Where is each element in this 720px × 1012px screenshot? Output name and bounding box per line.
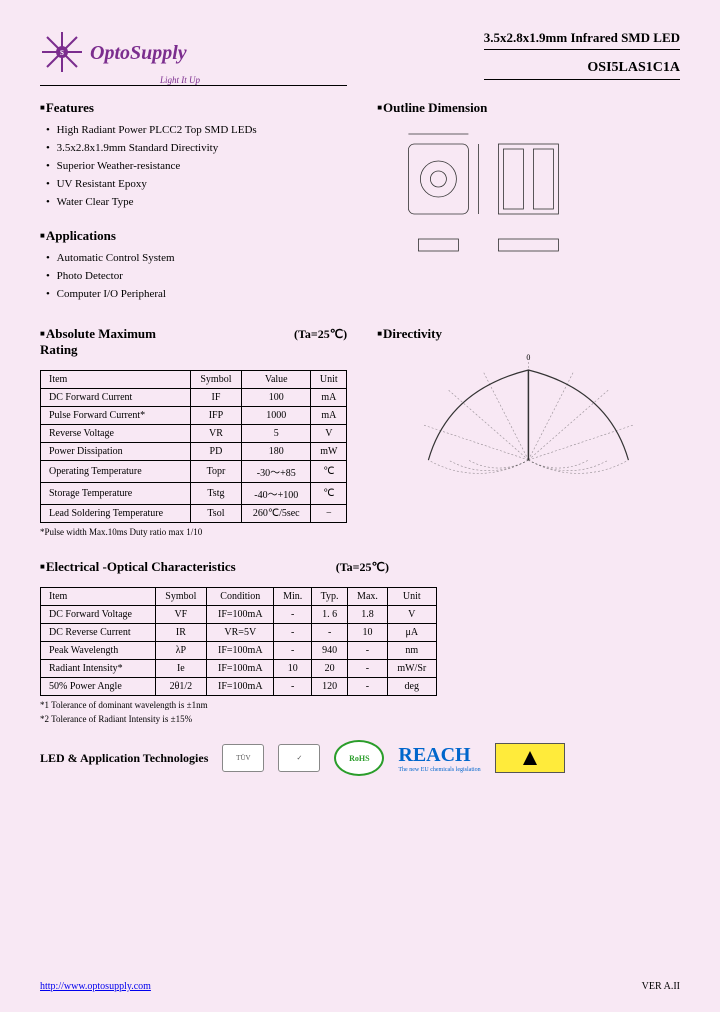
list-item: Automatic Control System (46, 252, 347, 264)
cert-label: LED & Application Technologies (40, 751, 208, 766)
footer-link[interactable]: http://www.optosupply.com (40, 981, 151, 992)
abs-max-footnote: *Pulse width Max.10ms Duty ratio max 1/1… (40, 527, 347, 537)
table-header: Symbol (155, 588, 207, 606)
list-item: Computer I/O Peripheral (46, 288, 347, 300)
table-row: DC Forward CurrentIF100mA (41, 389, 347, 407)
table-row: Operating TemperatureTopr-30～+85℃ (41, 461, 347, 483)
table-row: Power DissipationPD180mW (41, 443, 347, 461)
list-item: Water Clear Type (46, 196, 347, 208)
table-row: Radiant Intensity*IeIF=100mA1020-mW/Sr (41, 660, 437, 678)
table-header: Unit (311, 371, 347, 389)
svg-text:S: S (60, 49, 64, 57)
divider (40, 85, 347, 86)
applications-list: Automatic Control System Photo Detector … (40, 252, 347, 300)
abs-max-condition: (Ta=25℃) (294, 327, 347, 342)
applications-heading: Applications (40, 228, 347, 244)
reach-badge-icon: REACH The new EU chemicals legislation (398, 744, 480, 773)
table-row: Reverse VoltageVR5V (41, 425, 347, 443)
star-icon: S (40, 30, 84, 77)
table-header: Max. (348, 588, 388, 606)
tagline: Light It Up (160, 75, 200, 85)
table-header: Unit (387, 588, 436, 606)
table-header: Min. (274, 588, 312, 606)
list-item: Photo Detector (46, 270, 347, 282)
product-title: 3.5x2.8x1.9mm Infrared SMD LED (484, 30, 680, 50)
elec-opt-footnote1: *1 Tolerance of dominant wavelength is ±… (40, 700, 437, 710)
table-row: Lead Soldering TemperatureTsol260℃/5sec− (41, 505, 347, 523)
table-row: Pulse Forward Current*IFP1000mA (41, 407, 347, 425)
logo: S OptoSupply (40, 30, 200, 77)
list-item: UV Resistant Epoxy (46, 178, 347, 190)
list-item: High Radiant Power PLCC2 Top SMD LEDs (46, 124, 347, 136)
tuv-badge-icon: TÜV (222, 744, 264, 772)
table-header: Condition (207, 588, 274, 606)
svg-text:0: 0 (527, 353, 531, 362)
table-row: DC Reverse CurrentIRVR=5V--10μA (41, 624, 437, 642)
cert-badge-icon: ✓ (278, 744, 320, 772)
elec-opt-table: Item Symbol Condition Min. Typ. Max. Uni… (40, 587, 437, 696)
outline-diagram (377, 124, 680, 264)
elec-opt-condition: (Ta=25℃) (336, 560, 389, 575)
features-list: High Radiant Power PLCC2 Top SMD LEDs 3.… (40, 124, 347, 208)
list-item: Superior Weather-resistance (46, 160, 347, 172)
features-heading: Features (40, 100, 347, 116)
part-number: OSI5LAS1C1A (484, 60, 680, 80)
table-row: DC Forward VoltageVFIF=100mA-1. 61.8V (41, 606, 437, 624)
list-item: 3.5x2.8x1.9mm Standard Directivity (46, 142, 347, 154)
esd-badge-icon (495, 743, 565, 773)
elec-opt-footnote2: *2 Tolerance of Radiant Intensity is ±15… (40, 714, 437, 724)
directivity-heading: Directivity (377, 326, 680, 342)
rohs-badge-icon: RoHS (334, 740, 384, 776)
table-header: Symbol (190, 371, 241, 389)
table-header: Typ. (312, 588, 348, 606)
abs-max-heading: Absolute Maximum Rating (40, 326, 194, 358)
table-row: Storage TemperatureTstg-40～+100℃ (41, 483, 347, 505)
directivity-diagram: 0 (377, 350, 680, 480)
table-row: 50% Power Angle2θ1/2IF=100mA-120-deg (41, 678, 437, 696)
table-header: Value (242, 371, 311, 389)
footer-version: VER A.II (642, 981, 680, 992)
abs-max-table: Item Symbol Value Unit DC Forward Curren… (40, 370, 347, 523)
elec-opt-heading: Electrical -Optical Characteristics (40, 559, 236, 575)
table-row: Peak WavelengthλPIF=100mA-940-nm (41, 642, 437, 660)
outline-heading: Outline Dimension (377, 100, 680, 116)
table-header: Item (41, 588, 156, 606)
table-header: Item (41, 371, 191, 389)
brand-name: OptoSupply (90, 42, 187, 65)
